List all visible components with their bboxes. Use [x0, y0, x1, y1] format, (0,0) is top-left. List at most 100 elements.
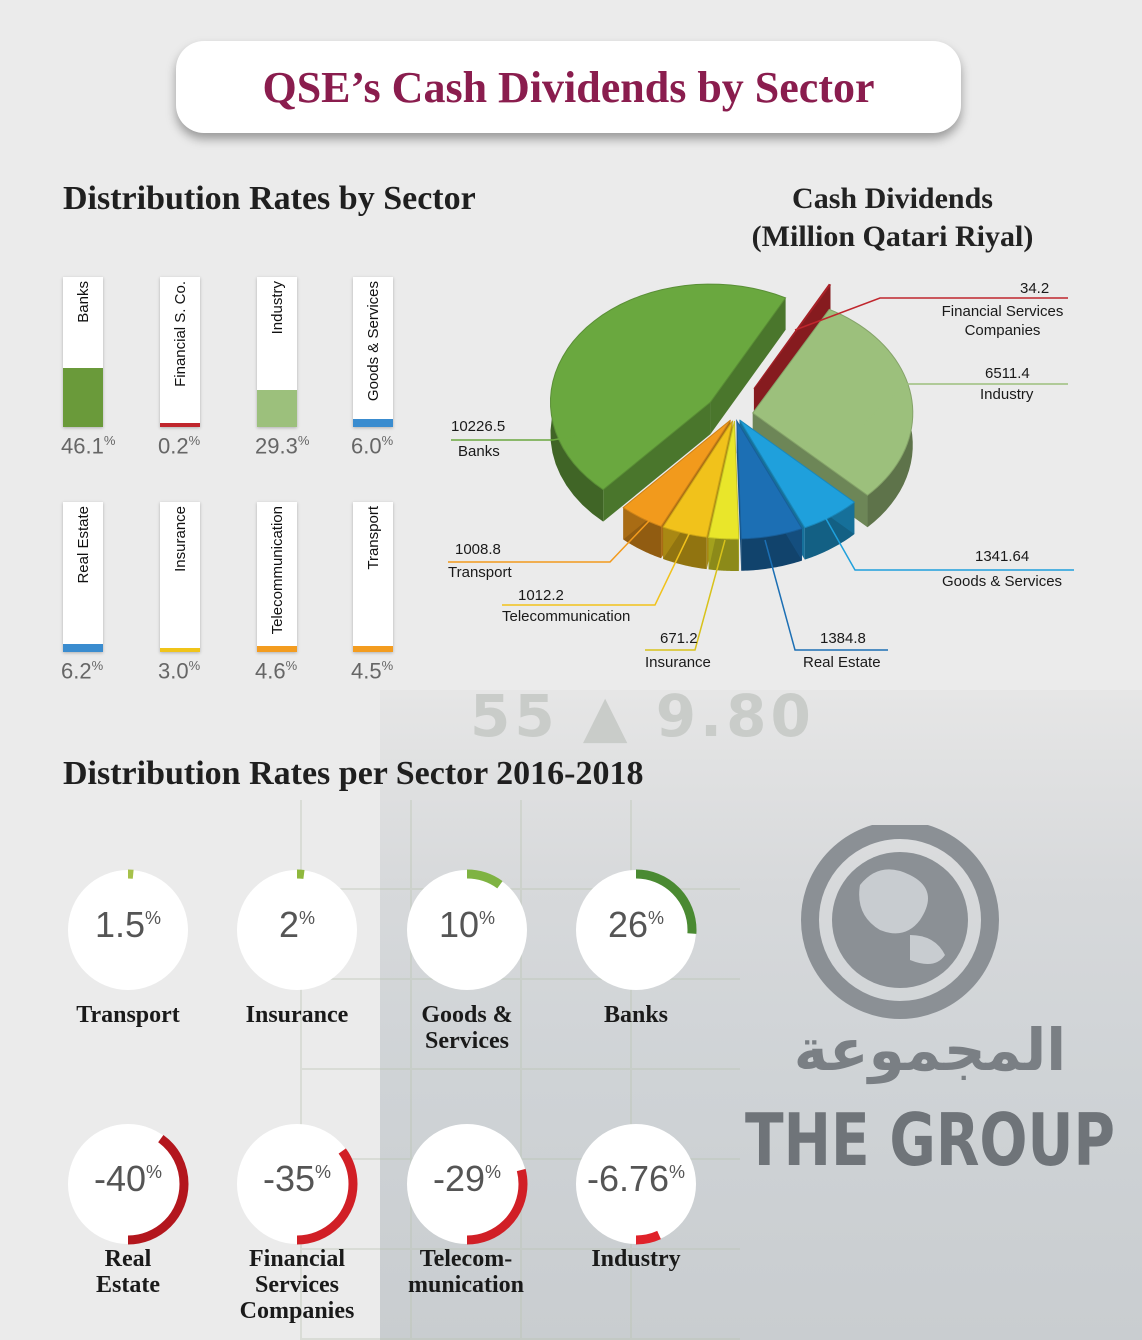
pie-label-insurance: Insurance — [645, 654, 711, 671]
background-ticker: 55 ▲ 9.80 — [470, 682, 815, 750]
donut-face — [237, 1124, 357, 1244]
bar-label: Industry — [257, 281, 297, 401]
pie-value-real-estate: 1384.8 — [820, 630, 866, 647]
donut-label-financial-services-companies: Financial Services Companies — [239, 1246, 355, 1324]
pie-slice-insurance — [707, 420, 740, 540]
donuts-heading: Distribution Rates per Sector 2016-2018 — [63, 755, 644, 792]
bars-heading: Distribution Rates by Sector — [63, 180, 476, 217]
bar-fill-financial-s-co — [160, 423, 200, 427]
pie-label-transport: Transport — [448, 564, 512, 581]
donut-arc — [575, 869, 697, 991]
donut-label-insurance: Insurance — [245, 1002, 349, 1028]
pie-slice-banks — [550, 283, 787, 491]
donut-arc — [67, 1123, 189, 1245]
pie-value-goods-services: 1341.64 — [975, 548, 1030, 565]
donut-face — [576, 1124, 696, 1244]
bar-value-banks: 46.1% — [61, 433, 116, 459]
donut-goods-services: 10% — [405, 868, 529, 992]
background-building-photo — [380, 690, 1142, 1340]
donut-value: -35% — [262, 1158, 332, 1199]
bar-fill-banks — [63, 368, 103, 427]
bar-fill-industry — [257, 389, 297, 427]
bar-fill-real-estate — [63, 644, 103, 652]
donut-value: 2% — [278, 904, 316, 945]
donut-arc — [236, 1123, 358, 1245]
bar-fill-transport — [353, 646, 393, 652]
the-group-logo: المجموعة THE GROUP — [745, 825, 1115, 1182]
pie-value-insurance: 671.2 — [660, 630, 698, 647]
bar-tile-banks: Banks — [63, 277, 103, 427]
pie-slice-transport — [622, 419, 731, 527]
donut-arc — [236, 869, 358, 991]
pie-label-real-estate: Real Estate — [803, 654, 881, 671]
bar-fill-insurance — [160, 648, 200, 652]
bar-fill-goods-services — [353, 419, 393, 427]
bar-value-telecommunication: 4.6% — [255, 658, 298, 684]
donut-arc — [575, 1123, 697, 1245]
donut-value: -29% — [432, 1158, 502, 1199]
bar-label: Real Estate — [63, 506, 103, 626]
donut-value: 10% — [438, 904, 496, 945]
bar-label-text: Financial S. Co. — [171, 281, 189, 387]
donut-arc — [406, 869, 528, 991]
donut-arc — [67, 869, 189, 991]
pie-value-banks: 10226.5 — [451, 418, 506, 435]
donut-label-banks: Banks — [603, 1002, 669, 1028]
donut-label-telecom-munication: Telecom-munication — [407, 1246, 524, 1298]
bar-tile-insurance: Insurance — [160, 502, 200, 652]
pie-label-telecommunication: Telecommunication — [502, 608, 631, 625]
pie-slice-real-estate — [736, 418, 803, 540]
pie-value-transport: 1008.8 — [455, 541, 501, 558]
bar-label-text: Telecommunication — [268, 506, 286, 635]
pie-value-financial-services-companies: 34.2 — [1020, 280, 1050, 297]
donut-face — [407, 870, 527, 990]
bar-tile-transport: Transport — [353, 502, 393, 652]
donut-label-industry: Industry — [591, 1246, 681, 1272]
pie-heading: Cash Dividends (Million Qatari Riyal) — [720, 180, 1065, 256]
bar-label-text: Goods & Services — [364, 281, 382, 402]
donut-face — [237, 870, 357, 990]
pie-heading-line-1: Cash Dividends — [792, 182, 993, 215]
donut-face — [576, 870, 696, 990]
bar-tile-financial-s-co: Financial S. Co. — [160, 277, 200, 427]
bar-label-text: Transport — [364, 506, 382, 570]
bar-label: Transport — [353, 506, 393, 626]
bar-label-text: Real Estate — [74, 506, 92, 584]
bar-tile-industry: Industry — [257, 277, 297, 427]
bar-label-text: Industry — [268, 281, 286, 335]
bar-label: Insurance — [160, 506, 200, 626]
pie-heading-line-2: (Million Qatari Riyal) — [751, 220, 1034, 253]
donut-telecom-munication: -29% — [405, 1122, 529, 1246]
pie-value-industry: 6511.4 — [985, 365, 1030, 382]
logo-arabic-text: المجموعة — [794, 1016, 1066, 1085]
cash-dividends-pie — [550, 283, 914, 571]
bar-fill-telecommunication — [257, 646, 297, 652]
bar-label: Telecommunication — [257, 506, 297, 634]
bar-value-insurance: 3.0% — [158, 658, 201, 684]
bar-value-goods-services: 6.0% — [351, 433, 394, 459]
donut-value: -40% — [93, 1158, 163, 1199]
bar-label: Goods & Services — [353, 281, 393, 401]
pie-label-goods-services: Goods & Services — [942, 573, 1063, 590]
bar-label: Financial S. Co. — [160, 281, 200, 401]
donut-industry: -6.76% — [574, 1122, 698, 1246]
donut-label-goods-services: Goods & Services — [421, 1002, 513, 1054]
donut-face — [407, 1124, 527, 1244]
bar-label-text: Banks — [74, 281, 92, 323]
bar-value-real-estate: 6.2% — [61, 658, 104, 684]
bar-tile-real-estate: Real Estate — [63, 502, 103, 652]
bar-value-financial-s-co: 0.2% — [158, 433, 201, 459]
logo-text: THE GROUP — [745, 1098, 1115, 1182]
donut-label-transport: Transport — [76, 1002, 180, 1028]
pie-label-industry: Industry — [980, 386, 1034, 403]
donut-face — [68, 870, 188, 990]
donut-arc — [406, 1123, 528, 1245]
bar-value-industry: 29.3% — [255, 433, 310, 459]
pie-label-banks: Banks — [458, 443, 500, 460]
donut-face — [68, 1124, 188, 1244]
bar-tile-telecommunication: Telecommunication — [257, 502, 297, 652]
donut-financial-services-companies: -35% — [235, 1122, 359, 1246]
bar-label-text: Insurance — [171, 506, 189, 572]
donut-transport: 1.5% — [66, 868, 190, 992]
donut-value: -6.76% — [586, 1158, 686, 1199]
